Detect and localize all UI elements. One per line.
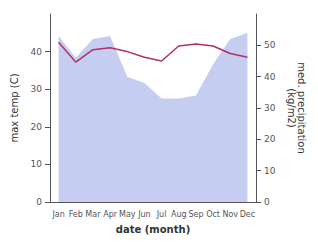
svg-text:Aug: Aug bbox=[171, 210, 187, 219]
svg-text:Apr: Apr bbox=[103, 210, 118, 219]
svg-text:20: 20 bbox=[31, 122, 43, 132]
svg-text:Jun: Jun bbox=[137, 210, 151, 219]
svg-text:0: 0 bbox=[36, 197, 42, 207]
svg-text:Nov: Nov bbox=[222, 210, 238, 219]
svg-text:30: 30 bbox=[31, 84, 43, 94]
svg-text:med. precipitation: med. precipitation bbox=[295, 62, 307, 154]
svg-text:20: 20 bbox=[264, 134, 276, 144]
svg-text:50: 50 bbox=[264, 40, 276, 50]
svg-text:30: 30 bbox=[264, 103, 276, 113]
svg-text:Mar: Mar bbox=[85, 210, 101, 219]
svg-text:Jul: Jul bbox=[156, 210, 167, 219]
svg-text:Sep: Sep bbox=[188, 210, 203, 219]
svg-text:40: 40 bbox=[264, 72, 276, 82]
svg-text:date (month): date (month) bbox=[116, 224, 190, 235]
svg-text:(kg/m2): (kg/m2) bbox=[286, 88, 297, 128]
svg-text:Jan: Jan bbox=[51, 210, 64, 219]
svg-text:10: 10 bbox=[31, 159, 43, 169]
svg-text:40: 40 bbox=[31, 47, 43, 57]
svg-text:Oct: Oct bbox=[206, 210, 220, 219]
svg-text:May: May bbox=[119, 210, 136, 219]
svg-text:0: 0 bbox=[264, 197, 270, 207]
svg-text:Dec: Dec bbox=[240, 210, 255, 219]
svg-text:max temp (C): max temp (C) bbox=[9, 73, 20, 142]
svg-text:10: 10 bbox=[264, 166, 276, 176]
svg-text:Feb: Feb bbox=[69, 210, 83, 219]
